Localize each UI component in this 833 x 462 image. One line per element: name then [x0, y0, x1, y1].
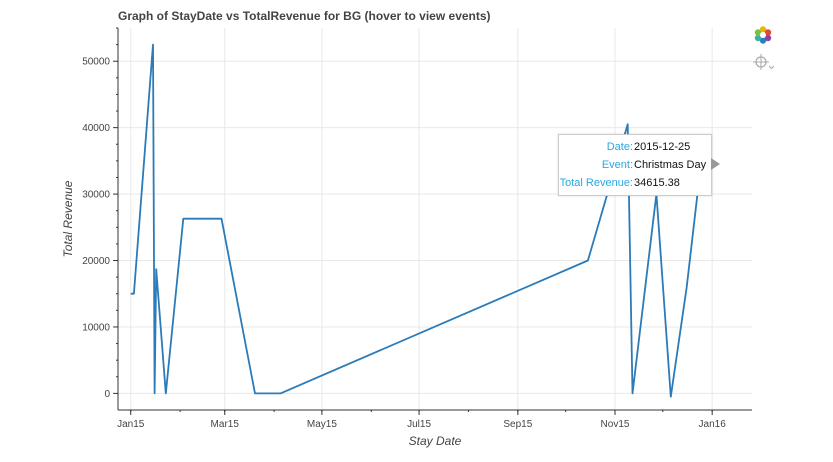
tooltip-revenue-row: Total Revenue: 34615.38 — [559, 174, 711, 192]
tooltip-date-row: Date: 2015-12-25 — [559, 138, 711, 156]
tooltip-pointer-icon — [711, 158, 720, 170]
plot-frame — [117, 28, 752, 411]
x-axis-label: Stay Date — [409, 434, 462, 448]
y-tick-label: 40000 — [82, 123, 110, 134]
x-tick-label: May15 — [307, 419, 337, 430]
x-tick-label: Jul15 — [407, 419, 431, 430]
tooltip-event-label: Event: — [601, 159, 633, 171]
series — [130, 43, 702, 398]
y-tick-label: 0 — [104, 389, 110, 400]
y-axis-ticks: 0 10000 20000 30000 40000 50000 — [82, 27, 118, 400]
tooltip-revenue-label: Total Revenue: — [559, 177, 633, 189]
tooltip-event-row: Event: Christmas Day — [559, 156, 711, 174]
tooltip-event-value: Christmas Day — [634, 159, 707, 171]
x-tick-label: Nov15 — [601, 419, 630, 430]
y-tick-label: 50000 — [82, 57, 110, 68]
x-axis-ticks: Jan15 Mar15 May15 Jul15 Sep15 Nov15 Jan16 — [117, 410, 726, 430]
chart-title: Graph of StayDate vs TotalRevenue for BG… — [118, 9, 491, 23]
y-tick-label: 10000 — [82, 322, 110, 333]
tooltip-revenue-value: 34615.38 — [634, 177, 680, 189]
tooltip-date-value: 2015-12-25 — [634, 141, 691, 153]
x-tick-label: Jan15 — [117, 419, 145, 430]
y-tick-label: 30000 — [82, 190, 110, 201]
y-tick-label: 20000 — [82, 256, 110, 267]
y-axis-label: Total Revenue — [61, 180, 75, 257]
x-tick-label: Mar15 — [211, 419, 240, 430]
hover-tooltip: Date: 2015-12-25 Event: Christmas Day To… — [558, 134, 712, 196]
bokeh-logo-icon[interactable] — [752, 24, 774, 46]
x-tick-label: Jan16 — [699, 419, 727, 430]
series-line — [130, 43, 702, 398]
tooltip-date-label: Date: — [606, 141, 633, 153]
toolbar — [752, 24, 780, 74]
x-tick-label: Sep15 — [503, 419, 532, 430]
hover-crosshair-icon[interactable] — [752, 51, 775, 73]
